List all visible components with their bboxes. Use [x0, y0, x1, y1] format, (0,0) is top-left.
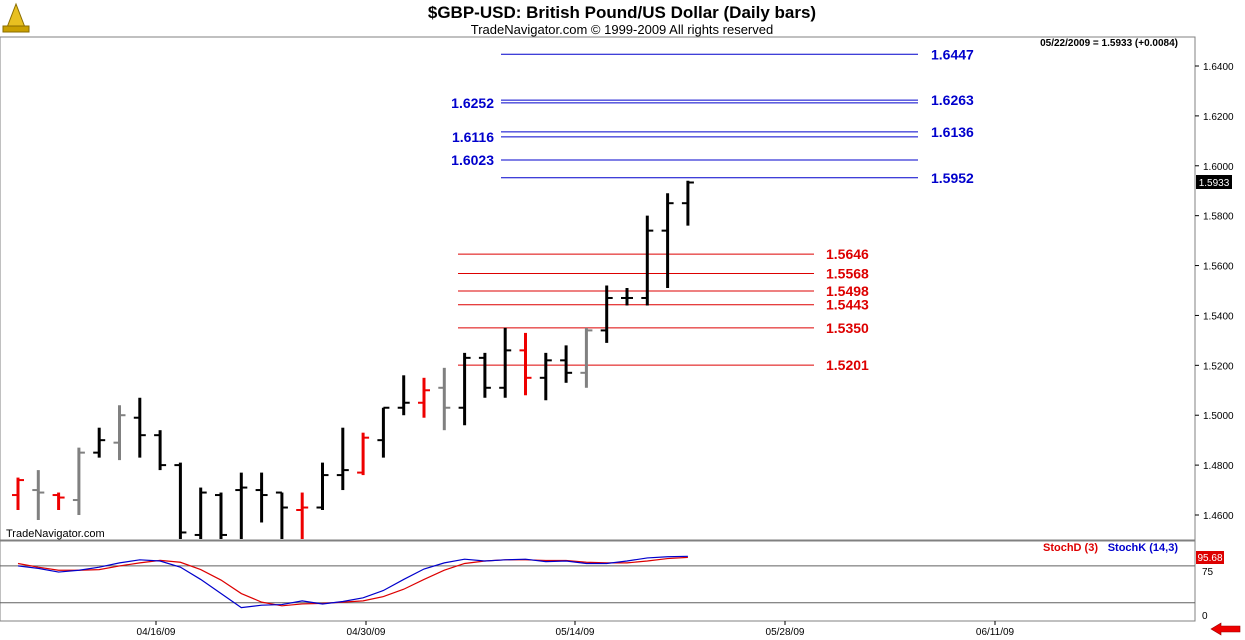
- ohlc-bar: [336, 427, 349, 491]
- last-price-info: 05/22/2009 = 1.5933 (+0.0084): [1040, 38, 1178, 49]
- ohlc-bar: [133, 397, 146, 458]
- stochastic-indicator: [0, 555, 1195, 609]
- price-axis: 1.4600 1.4800 1.5000 1.5200 1.5400 1.5600 1.58…: [1195, 62, 1234, 522]
- watermark: TradeNavigator.com: [6, 528, 105, 540]
- ohlc-bar: [93, 427, 106, 458]
- price-tick-label: 1.4800: [1203, 461, 1234, 472]
- scroll-left-arrow-icon[interactable]: [1210, 622, 1241, 636]
- ohlc-bar: [174, 462, 187, 539]
- ohlc-bar: [12, 477, 24, 511]
- date-tick-label: 06/11/09: [976, 627, 1015, 638]
- ohlc-bar: [478, 352, 491, 398]
- ohlc-bar: [194, 487, 207, 539]
- last-price-label: 1.5933: [1199, 178, 1230, 189]
- support-label: 1.5443: [826, 297, 869, 313]
- ohlc-bar: [72, 447, 85, 515]
- support-label: 1.5498: [826, 283, 869, 299]
- stoch-d-line: [17, 556, 688, 607]
- ohlc-bar: [661, 193, 674, 289]
- ohlc-bar: [52, 492, 65, 511]
- support-label: 1.5646: [826, 246, 869, 262]
- chart-subtitle: TradeNavigator.com © 1999-2009 All right…: [471, 22, 773, 37]
- stoch-tick-75: 75: [1202, 567, 1214, 578]
- legend-stoch-k: StochK (14,3): [1108, 542, 1179, 554]
- ohlc-bar: [499, 327, 512, 398]
- ohlc-bar: [113, 405, 126, 461]
- ohlc-bar: [377, 406, 390, 458]
- support-label: 1.5568: [826, 266, 869, 282]
- price-tick-label: 1.5000: [1203, 411, 1234, 422]
- ohlc-bar: [580, 327, 593, 388]
- resistance-label: 1.6252: [451, 95, 494, 111]
- stochastic-panel-frame: [0, 540, 1196, 622]
- ohlc-bar: [438, 367, 451, 431]
- stoch-k-line: [17, 555, 688, 609]
- app-logo: [2, 2, 30, 33]
- price-tick-label: 1.6000: [1203, 162, 1234, 173]
- ohlc-bar: [235, 472, 248, 539]
- ohlc-bar: [621, 288, 633, 306]
- fibonacci-levels: 1.6447 1.6263 1.6252 1.6136 1.6116 1.6023 1.59…: [451, 46, 974, 373]
- ohlc-bar: [641, 215, 654, 306]
- ohlc-bar: [32, 470, 45, 520]
- legend-stoch-d: StochD (3): [1043, 542, 1098, 554]
- ohlc-bar: [600, 285, 613, 343]
- resistance-label: 1.6116: [452, 129, 494, 145]
- price-tick-label: 1.5200: [1203, 361, 1234, 372]
- ohlc-bar: [458, 352, 471, 426]
- ohlc-bar: [255, 472, 268, 523]
- ohlc-bar: [215, 492, 227, 539]
- date-axis: 04/16/09 04/30/09 05/14/09 05/28/09 06/11/09: [137, 621, 1015, 638]
- ohlc-bars: [12, 180, 694, 539]
- stoch-tick-0: 0: [1202, 611, 1208, 622]
- resistance-label: 1.6136: [931, 124, 974, 140]
- ohlc-bar: [296, 492, 309, 539]
- resistance-label: 1.6447: [931, 46, 974, 62]
- date-tick-label: 05/14/09: [556, 627, 595, 638]
- price-tick-label: 1.5600: [1203, 262, 1234, 273]
- date-tick-label: 04/30/09: [347, 627, 386, 638]
- stoch-last-value: 95.68: [1197, 553, 1222, 564]
- price-tick-label: 1.6400: [1203, 62, 1234, 73]
- price-tick-label: 1.5800: [1203, 212, 1234, 223]
- price-tick-label: 1.6200: [1203, 112, 1234, 123]
- ohlc-bar: [681, 180, 694, 226]
- ohlc-bar: [154, 430, 167, 471]
- ohlc-bar: [519, 332, 532, 396]
- price-tick-label: 1.5400: [1203, 311, 1234, 322]
- ohlc-bar: [397, 375, 410, 416]
- resistance-label: 1.6263: [931, 92, 974, 108]
- resistance-label: 1.5952: [931, 170, 974, 186]
- ohlc-bar: [316, 462, 329, 511]
- ohlc-bar: [418, 377, 430, 418]
- ohlc-bar: [275, 491, 288, 539]
- date-tick-label: 04/16/09: [137, 627, 176, 638]
- chart-title: $GBP-USD: British Pound/US Dollar (Daily…: [428, 3, 816, 22]
- support-label: 1.5350: [826, 320, 869, 336]
- date-tick-label: 05/28/09: [766, 627, 805, 638]
- last-price-marker: 1.5933: [1196, 175, 1232, 189]
- stoch-last-marker: 95.68: [1196, 551, 1224, 564]
- ohlc-bar: [539, 352, 552, 401]
- support-label: 1.5201: [826, 357, 869, 373]
- ohlc-bar: [357, 432, 370, 476]
- price-tick-label: 1.4600: [1203, 511, 1234, 522]
- ohlc-bar: [560, 345, 573, 383]
- resistance-label: 1.6023: [451, 152, 494, 168]
